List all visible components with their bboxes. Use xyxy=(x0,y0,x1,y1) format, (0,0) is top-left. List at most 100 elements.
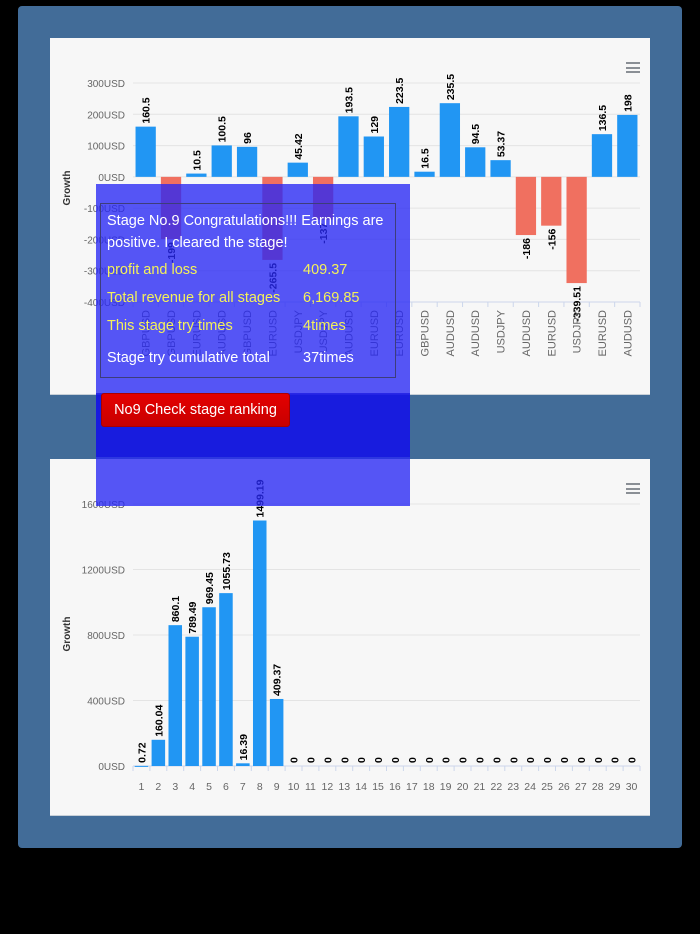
try-times-label: This stage try times xyxy=(107,318,233,334)
chart-bar[interactable] xyxy=(287,162,308,177)
x-axis-category-label: 17 xyxy=(406,781,418,793)
bar-data-label: 0 xyxy=(289,757,301,763)
chart-bar[interactable] xyxy=(338,116,359,177)
x-axis-category-label: USDJPY xyxy=(572,309,584,353)
x-axis-category-label: 6 xyxy=(223,781,229,793)
bar-data-label: 0 xyxy=(305,757,317,763)
chart-bar[interactable] xyxy=(363,136,384,177)
cumulative-tries-value: 37times xyxy=(303,350,354,366)
chart-bar[interactable] xyxy=(211,145,232,177)
total-revenue-value: 6,169.85 xyxy=(303,290,360,306)
x-axis-category-label: 7 xyxy=(240,781,246,793)
y-axis-title: Growth xyxy=(62,171,73,206)
bar-data-label: 223.5 xyxy=(394,77,406,103)
profit-loss-label: profit and loss xyxy=(107,262,198,278)
x-axis-category-label: 1 xyxy=(139,781,145,793)
bar-data-label: 0 xyxy=(474,757,486,763)
stage-result-title: Stage No.9 Congratulations!!! Earnings a… xyxy=(107,213,384,251)
bar-data-label: 136.5 xyxy=(597,105,609,131)
chart-bar[interactable] xyxy=(252,520,267,766)
chart-bar[interactable] xyxy=(236,146,258,177)
bar-data-label: 100.5 xyxy=(217,116,229,142)
x-axis-category-label: 29 xyxy=(609,781,621,793)
stage-growth-chart: 1600USD1200USD800USD400USD0USDGrowth0.72… xyxy=(50,459,650,816)
bar-data-label: 0 xyxy=(339,757,351,763)
chart-bar[interactable] xyxy=(202,607,216,766)
x-axis-category-label: 26 xyxy=(558,781,570,793)
bar-data-label: 0 xyxy=(559,757,571,763)
x-axis-category-label: 8 xyxy=(257,781,263,793)
bar-data-label: 94.5 xyxy=(470,124,482,145)
x-axis-category-label: 14 xyxy=(355,781,367,793)
bar-data-label: 1055.73 xyxy=(221,552,233,590)
chart-bar[interactable] xyxy=(135,126,156,177)
x-axis-category-label: 5 xyxy=(206,781,212,793)
x-axis-category-label: EURUSD xyxy=(546,310,558,357)
x-axis-category-label: 19 xyxy=(440,781,452,793)
bar-data-label: 0 xyxy=(593,757,605,763)
x-axis-category-label: AUDUSD xyxy=(470,310,482,357)
x-axis-category-label: 25 xyxy=(541,781,553,793)
bar-data-label: -186 xyxy=(521,238,533,259)
y-axis-tick-label: 0USD xyxy=(98,173,125,184)
bar-data-label: 0 xyxy=(373,757,385,763)
y-axis-tick-label: 1200USD xyxy=(82,566,125,577)
bar-data-label: 969.45 xyxy=(204,572,216,604)
bar-data-label: 0 xyxy=(390,757,402,763)
bar-data-label: 160.5 xyxy=(141,97,153,123)
check-stage-ranking-button[interactable]: No9 Check stage ranking xyxy=(101,393,290,427)
chart-bar[interactable] xyxy=(591,134,613,177)
chart-bar[interactable] xyxy=(566,176,587,284)
chart-bar[interactable] xyxy=(465,147,486,177)
bar-data-label: 0 xyxy=(627,757,639,763)
chart-bar[interactable] xyxy=(186,173,207,177)
x-axis-category-label: 13 xyxy=(338,781,350,793)
bar-data-label: 0 xyxy=(576,757,588,763)
chart-bar[interactable] xyxy=(414,171,435,177)
chart-bar[interactable] xyxy=(269,698,284,766)
bar-data-label: -339.51 xyxy=(572,286,584,322)
chart-bar[interactable] xyxy=(515,176,537,236)
x-axis-category-label: 22 xyxy=(491,781,503,793)
chart-bar[interactable] xyxy=(134,765,149,767)
hamburger-menu-icon[interactable] xyxy=(626,62,640,73)
bar-data-label: 409.37 xyxy=(272,664,284,696)
chart-bar[interactable] xyxy=(219,593,233,766)
bar-data-label: -156 xyxy=(546,229,558,250)
y-axis-title: Growth xyxy=(62,617,73,652)
x-axis-category-label: AUDUSD xyxy=(445,310,457,357)
bar-data-label: 0 xyxy=(441,757,453,763)
try-times-value: 4times xyxy=(303,318,346,334)
chart-bar[interactable] xyxy=(236,763,250,766)
x-axis-category-label: 15 xyxy=(372,781,384,793)
bar-data-label: 0 xyxy=(322,757,334,763)
x-axis-category-label: 30 xyxy=(626,781,638,793)
bar-data-label: 10.5 xyxy=(191,150,203,171)
chart-bar[interactable] xyxy=(389,106,410,177)
bar-data-label: 0 xyxy=(610,757,622,763)
y-axis-tick-label: 200USD xyxy=(87,110,125,121)
bar-data-label: 193.5 xyxy=(343,87,355,113)
chart-bar[interactable] xyxy=(185,636,199,766)
bar-data-label: 0 xyxy=(424,757,436,763)
x-axis-category-label: 24 xyxy=(524,781,536,793)
bar-data-label: 0.72 xyxy=(136,742,148,763)
chart-bar[interactable] xyxy=(168,625,183,766)
chart-bar[interactable] xyxy=(490,160,511,177)
bar-data-label: 16.39 xyxy=(238,734,250,760)
bar-data-label: 0 xyxy=(542,757,554,763)
hamburger-menu-icon[interactable] xyxy=(626,483,640,494)
x-axis-category-label: 28 xyxy=(592,781,604,793)
chart-bar[interactable] xyxy=(439,103,461,177)
chart-bar[interactable] xyxy=(151,739,166,766)
x-axis-category-label: 3 xyxy=(172,781,178,793)
chart-bar[interactable] xyxy=(541,176,562,226)
cumulative-tries-label: Stage try cumulative total xyxy=(107,350,270,366)
chart-bar[interactable] xyxy=(617,114,638,177)
x-axis-category-label: 21 xyxy=(474,781,486,793)
bar-data-label: 0 xyxy=(458,757,470,763)
stage-result-box: Stage No.9 Congratulations!!! Earnings a… xyxy=(100,203,396,378)
x-axis-category-label: USDJPY xyxy=(496,309,508,353)
bar-data-label: 129 xyxy=(369,116,381,134)
x-axis-category-label: 2 xyxy=(155,781,161,793)
